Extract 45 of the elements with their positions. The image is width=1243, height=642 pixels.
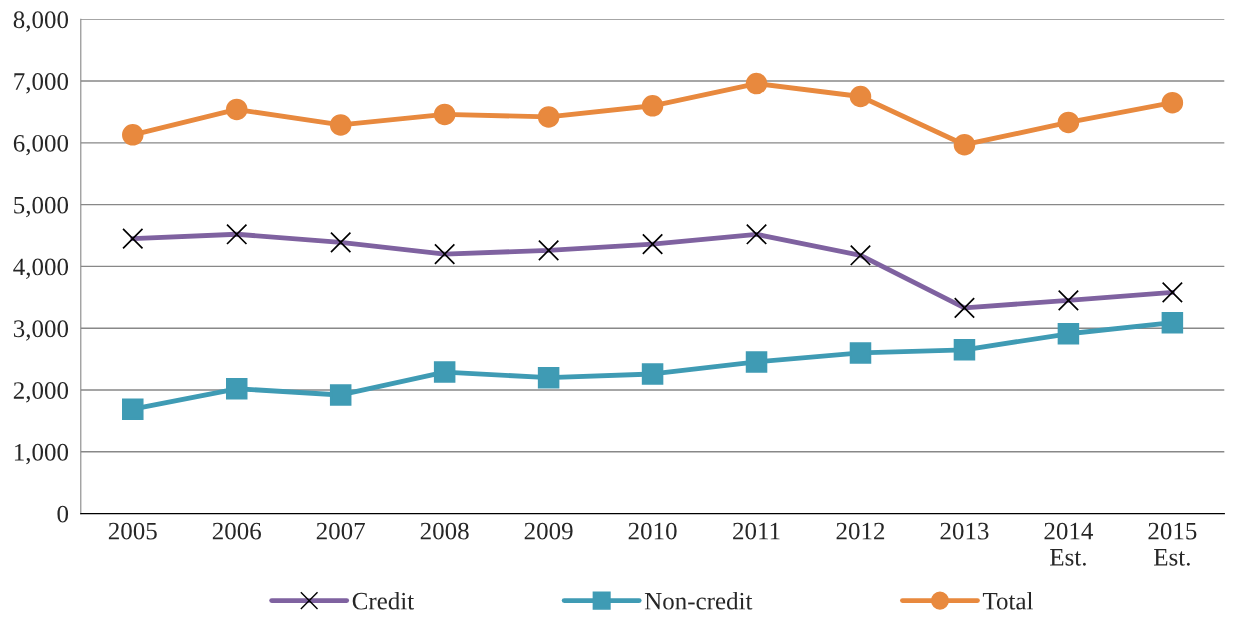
- x-tick-label: 2009: [524, 522, 573, 540]
- point: [537, 106, 560, 128]
- point: [953, 339, 976, 361]
- x-tick-label: 2015 Est.: [1148, 522, 1197, 566]
- point: [122, 124, 144, 146]
- y-tick-label: 4,000: [13, 258, 69, 279]
- y-tick-label: 1,000: [14, 443, 69, 465]
- legend-label: Total: [982, 592, 1033, 610]
- x-tick-label: 2008: [420, 522, 469, 540]
- point: [1057, 111, 1080, 134]
- y-tick-label: 5,000: [14, 196, 69, 218]
- x-tick-label: 2005: [108, 522, 157, 540]
- x-tick-label: 2013: [940, 522, 989, 540]
- point: [225, 378, 248, 400]
- point: [745, 351, 768, 373]
- x-tick-label: 2010: [628, 522, 677, 540]
- y-tick-label: 3,000: [13, 320, 69, 341]
- point: [433, 103, 456, 126]
- point: [1161, 91, 1184, 114]
- point: [849, 85, 872, 108]
- point: [849, 342, 872, 364]
- y-tick-label: 7,000: [14, 73, 69, 94]
- y-tick-label: 0: [57, 505, 69, 523]
- legend-label: Credit: [352, 592, 415, 610]
- point: [953, 133, 976, 156]
- point: [329, 384, 352, 406]
- y-tick-label: 6,000: [13, 134, 69, 156]
- point: [745, 72, 768, 95]
- x-tick-label: 2012: [836, 522, 885, 540]
- y-tick-label: 8,000: [13, 11, 69, 32]
- point: [641, 363, 664, 385]
- legend-label: Non-credit: [644, 592, 753, 610]
- point: [537, 366, 560, 389]
- point: [1057, 323, 1080, 345]
- x-tick-label: 2007: [316, 522, 365, 540]
- y-tick-label: 2,000: [13, 382, 69, 403]
- point: [641, 95, 664, 117]
- x-tick-label: 2014 Est.: [1044, 522, 1094, 566]
- point: [1161, 311, 1184, 334]
- point: [122, 398, 144, 420]
- point: [433, 361, 456, 383]
- point: [329, 114, 352, 136]
- x-tick-label: 2006: [212, 522, 261, 540]
- x-tick-label: 2011: [733, 522, 780, 540]
- point: [225, 98, 248, 121]
